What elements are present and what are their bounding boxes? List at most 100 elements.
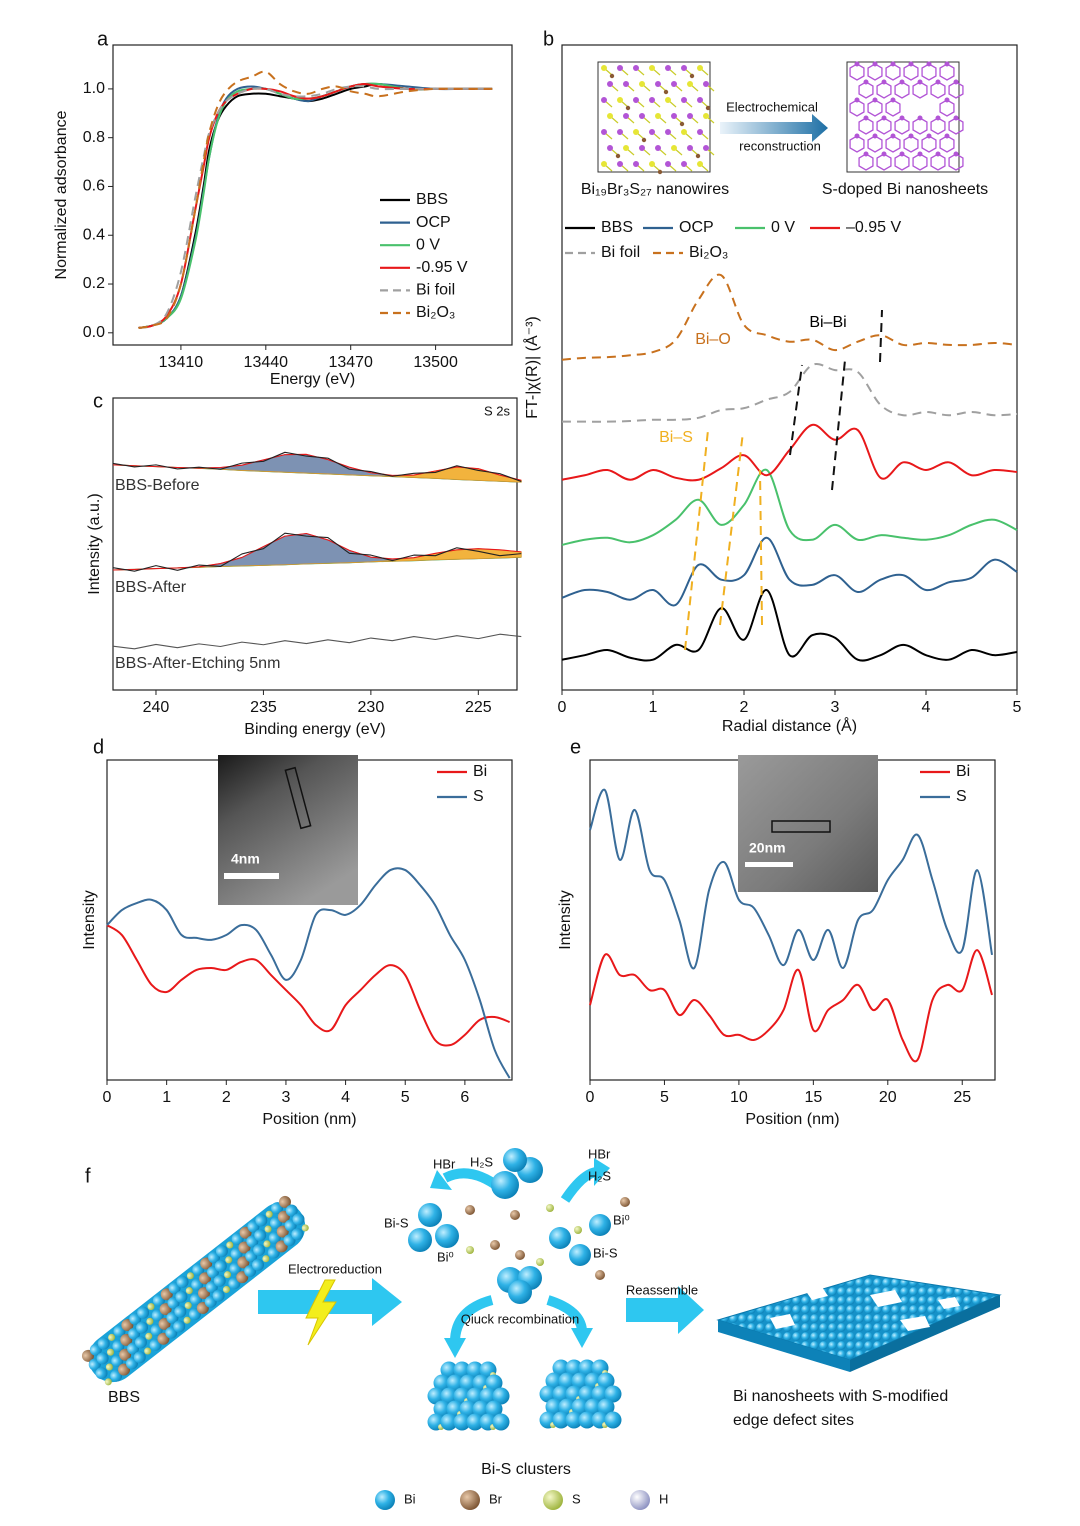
atom [597,1372,615,1390]
atom [687,145,693,151]
y-tick-label: 0.0 [83,324,105,341]
atom [881,151,887,157]
series-line [589,789,994,970]
series-line [589,949,993,1063]
atom [607,81,613,87]
legend-atom [375,1490,395,1510]
hexagon [858,117,874,135]
atom [440,1387,458,1405]
atom [552,1359,570,1377]
atom [253,1244,266,1257]
atom [485,1374,503,1392]
atom [615,153,621,159]
x-tick-label: 3 [281,1089,290,1106]
series-line [112,451,522,483]
legend-label: Bi [956,763,970,780]
series-line [138,83,493,329]
y-tick-label: 0.2 [83,275,105,292]
atom [890,97,896,103]
hexagon [894,117,910,135]
hexagon [849,63,865,81]
atom [569,1244,591,1266]
atom [459,1374,477,1392]
atom [108,1333,116,1341]
atom [492,1387,510,1405]
x-tick-label: 0 [558,699,567,716]
atom [291,1228,304,1241]
atom [601,129,607,135]
atom [552,1385,570,1403]
atom [174,1305,187,1318]
atom [186,1272,194,1280]
release-arrow-head [430,1170,452,1190]
legend-label: Bi foil [601,244,640,261]
atom [681,161,687,167]
atom [418,1203,442,1227]
atom [854,61,860,67]
inset-label: S-doped Bi nanosheets [822,181,988,198]
atom [607,113,613,119]
atom [625,105,631,111]
hexagon [876,153,892,171]
x-tick-label: 10 [730,1089,748,1106]
atom [255,1214,268,1227]
atom [173,1320,186,1333]
hexagon [948,117,964,135]
atom [175,1290,188,1303]
y-axis-label: Intensity [81,890,98,950]
atom [944,97,950,103]
panel-letter: c [93,390,103,412]
caption: Bi nanosheets with S-modified [733,1388,948,1405]
curve-label: BBS-Before [115,477,200,494]
atom [890,133,896,139]
atom [224,1271,232,1279]
series-line [561,589,1018,662]
atom [536,1258,544,1266]
atom [953,115,959,121]
atom [578,1359,596,1377]
atom [466,1246,474,1254]
hexagon [885,63,901,81]
step-label: Reassemble [626,1282,698,1297]
atom [508,1280,532,1304]
atom [510,1210,520,1220]
atom [183,1316,191,1324]
legend-label: 0 V [416,236,440,253]
caption: Bi-S clusters [481,1461,571,1478]
panel-letter: d [93,736,104,758]
hexagon [930,117,946,135]
atom [633,129,639,135]
atom [549,1227,571,1249]
legend-label: S [473,788,484,805]
atom [503,1148,527,1172]
atom [492,1413,510,1431]
atom [545,1372,563,1390]
hexagon [876,81,892,99]
atom [944,61,950,67]
atom [854,133,860,139]
hexagon [948,153,964,171]
atom [639,145,645,151]
guide-lines [684,309,883,651]
series-line [561,423,1018,482]
legend-label: BBS [601,219,633,236]
reconstruction-arrow [720,114,828,142]
atom [917,79,923,85]
species-label: Bi-S [384,1215,409,1230]
x-tick-label: 15 [804,1089,822,1106]
atom [225,1256,233,1264]
atom [899,115,905,121]
nanosheet-edge [718,1320,850,1372]
x-tick-label: 13410 [159,354,204,371]
release-arrow-head [594,1158,610,1186]
hexagon [858,153,874,171]
atom [607,145,613,151]
legend-label: BBS [416,191,448,208]
y-tick-label: 1.0 [83,80,105,97]
recombination-arrow [546,1295,587,1331]
hexagon [894,81,910,99]
atom [146,1317,154,1325]
atom [863,115,869,121]
x-tick-label: 4 [922,699,931,716]
